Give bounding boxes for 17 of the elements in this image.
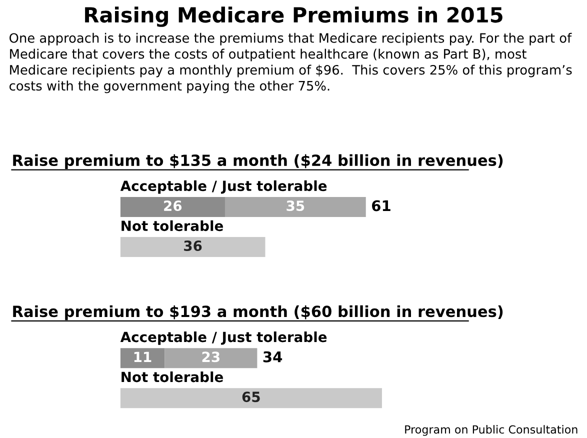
data-label: 36: [184, 240, 202, 252]
y-tick-label: Not tolerable: [122, 220, 224, 232]
text: Raising Medicare Premiums in 2015: [85, 6, 502, 27]
total-label: 34: [263, 351, 282, 362]
total-label: 61: [372, 200, 390, 212]
y-tick-label: Acceptable / Just tolerable: [120, 331, 327, 345]
data-label: 26: [164, 200, 182, 212]
data-label: 35: [286, 200, 304, 212]
text: One approach is to increase the premiums that Medicare recipients pay. For the part of Medicare that covers the costs of outpatient healthcare (known as Part B), most Medicare recipients pay a monthly premium of $96. This covers 25% of this program’s costs with the government paying the other 75%.: [10, 32, 572, 94]
data-label: 11: [134, 352, 152, 362]
y-tick-label: Acceptable / Just tolerable: [120, 180, 327, 194]
chart-title: Raise premium to $193 a month ($60 billion in revenues): [13, 305, 503, 320]
data-label: 65: [242, 392, 260, 402]
text: Program on Public Consultation: [405, 425, 578, 436]
data-label: 23: [202, 352, 220, 362]
y-tick-label: Not tolerable: [122, 371, 224, 382]
chart-title: Raise premium to $135 a month ($24 billion in revenues): [13, 154, 503, 170]
